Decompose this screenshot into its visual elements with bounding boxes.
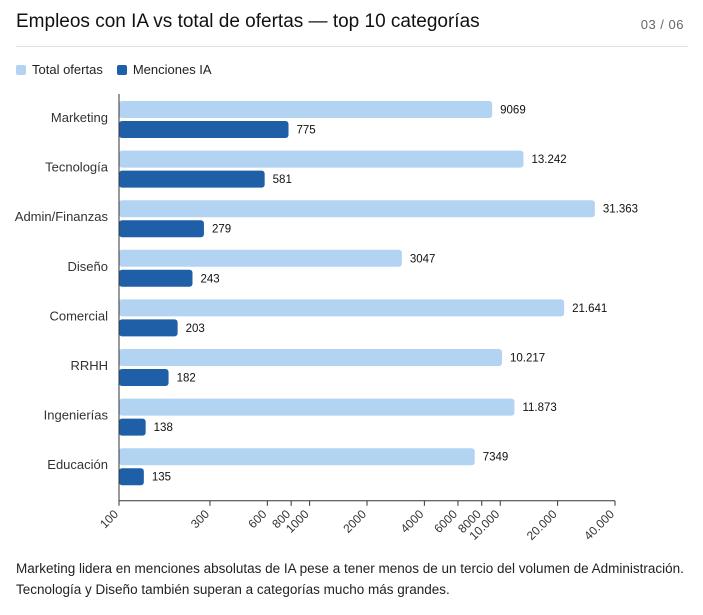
bar-total-admin-finanzas: [119, 200, 595, 218]
value-label-ia-comercial: 203: [186, 323, 205, 335]
bar-ia-marketing: [119, 121, 289, 138]
value-label-total-rrhh: 10.217: [510, 353, 545, 365]
value-label-ia-rrhh: 182: [177, 373, 196, 385]
chart-title: Empleos con IA vs total de ofertas — top…: [16, 11, 480, 32]
value-label-total-dise-o: 3047: [410, 253, 436, 265]
bar-chart: Marketing 9069 775 Tecnología 13.242 581 Admin…: [15, 94, 638, 543]
bar-total-comercial: [119, 299, 565, 317]
value-label-total-admin-finanzas: 31.363: [603, 204, 638, 216]
x-tick-label: 40.000: [581, 507, 617, 543]
bar-total-marketing: [119, 101, 493, 118]
category-label-tecnolog-a: Tecnología: [45, 160, 109, 175]
legend-item-ia: Menciones IA: [116, 62, 212, 77]
category-label-dise-o: Diseño: [68, 259, 108, 274]
bar-ia-educaci-n: [119, 468, 144, 486]
legend-label-total: Total ofertas: [32, 62, 103, 77]
value-label-total-ingenier-as: 11.873: [522, 402, 556, 414]
x-tick-label: 4000: [398, 507, 427, 536]
category-label-comercial: Comercial: [49, 308, 108, 323]
chart-legend: Total ofertas Menciones IA: [16, 62, 226, 77]
legend-label-ia: Menciones IA: [132, 62, 212, 77]
value-label-ia-ingenier-as: 138: [154, 422, 173, 434]
x-tick-label: 600: [245, 507, 269, 531]
bar-ia-tecnolog-a: [119, 170, 265, 188]
value-label-ia-marketing: 775: [297, 125, 316, 137]
bar-total-ingenier-as: [119, 398, 515, 416]
bar-total-educaci-n: [119, 448, 475, 466]
legend-swatch-ia: [116, 64, 127, 75]
x-tick-label: 20.000: [524, 507, 560, 543]
bar-ia-admin-finanzas: [119, 220, 204, 238]
value-label-total-marketing: 9069: [500, 105, 526, 117]
x-tick-label: 300: [188, 507, 212, 531]
bar-total-rrhh: [119, 349, 503, 366]
bar-total-dise-o: [119, 249, 402, 267]
value-label-total-educaci-n: 7349: [483, 452, 509, 464]
value-label-total-tecnolog-a: 13.242: [531, 154, 566, 166]
category-label-marketing: Marketing: [51, 110, 108, 125]
chart-caption: Marketing lidera en menciones absolutas …: [16, 561, 684, 597]
value-label-ia-admin-finanzas: 279: [212, 224, 231, 236]
bar-ia-ingenier-as: [119, 418, 146, 436]
legend-item-total: Total ofertas: [16, 62, 103, 77]
x-tick-label: 6000: [431, 507, 460, 536]
category-label-educaci-n: Educación: [47, 457, 108, 472]
category-label-admin-finanzas: Admin/Finanzas: [15, 209, 109, 224]
page-indicator: 03 / 06: [640, 17, 684, 32]
legend-swatch-total: [16, 64, 26, 75]
category-label-rrhh: RRHH: [70, 358, 108, 373]
bar-total-tecnolog-a: [119, 150, 524, 168]
chart-header: Empleos con IA vs total de ofertas — top…: [16, 8, 688, 47]
value-label-ia-dise-o: 243: [201, 273, 220, 285]
x-tick-label: 100: [97, 507, 121, 531]
value-label-ia-tecnolog-a: 581: [273, 174, 292, 186]
bar-ia-dise-o: [119, 269, 193, 287]
value-label-ia-educaci-n: 135: [152, 472, 171, 484]
x-tick-label: 2000: [340, 507, 369, 536]
bar-ia-comercial: [119, 319, 178, 337]
bar-ia-rrhh: [119, 369, 169, 386]
value-label-total-comercial: 21.641: [572, 303, 607, 315]
category-label-ingenier-as: Ingenierías: [44, 408, 109, 423]
